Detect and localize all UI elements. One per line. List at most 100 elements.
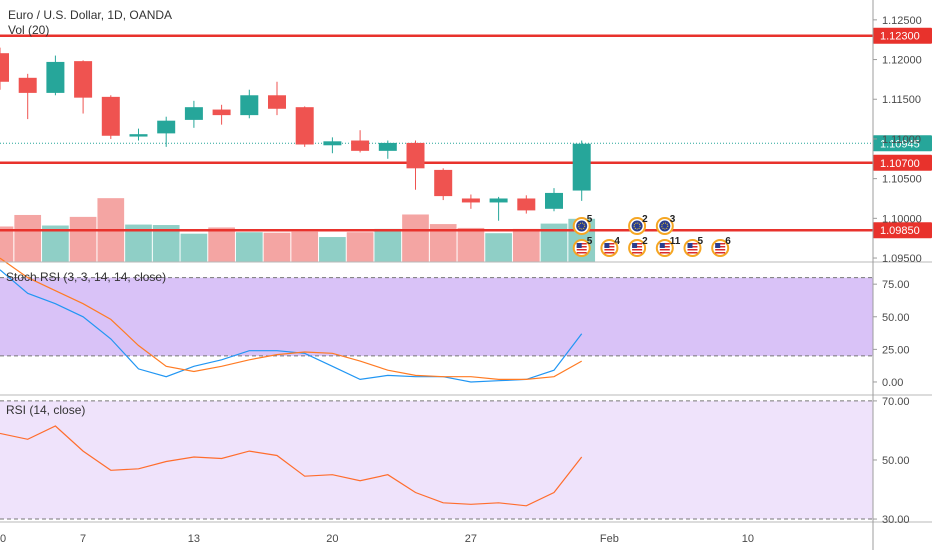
volume-bar — [485, 233, 512, 262]
time-tick-label: 7 — [80, 533, 86, 545]
event-marker[interactable]: 5 — [683, 236, 704, 257]
candle[interactable] — [74, 60, 93, 114]
candle-body[interactable] — [18, 77, 37, 93]
eu-flag-icon — [659, 220, 671, 232]
event-marker[interactable]: 2 — [628, 214, 648, 235]
us-flag-canton — [632, 243, 638, 248]
candle[interactable] — [461, 194, 480, 209]
candle-body[interactable] — [184, 107, 203, 120]
rsi-panel[interactable] — [0, 400, 873, 520]
candle[interactable] — [212, 104, 231, 125]
candle-body[interactable] — [46, 61, 65, 93]
eu-flag-stars — [661, 222, 669, 230]
candle-body[interactable] — [406, 142, 425, 169]
candle-body[interactable] — [378, 142, 397, 151]
symbol-title[interactable]: Euro / U.S. Dollar, 1D, OANDA — [8, 8, 172, 22]
candle[interactable] — [295, 106, 314, 147]
candle-body[interactable] — [434, 169, 453, 197]
candle[interactable] — [0, 47, 9, 90]
event-marker-count: 5 — [587, 236, 593, 247]
candle-body[interactable] — [240, 95, 259, 116]
us-flag-stripe — [659, 252, 670, 254]
price-tick-label: 1.11000 — [882, 134, 921, 146]
event-marker[interactable]: 3 — [655, 214, 676, 235]
candle[interactable] — [351, 130, 370, 153]
volume-bar — [457, 227, 485, 262]
candle[interactable] — [434, 168, 453, 201]
candlesticks[interactable] — [0, 47, 591, 221]
event-marker[interactable]: 5 — [572, 236, 593, 257]
oscillator-tick-label: 75.00 — [882, 279, 910, 291]
candle[interactable] — [489, 196, 508, 221]
event-marker[interactable]: 6 — [711, 236, 731, 257]
candle-body[interactable] — [295, 107, 314, 145]
candle-body[interactable] — [323, 141, 342, 146]
candle-body[interactable] — [545, 192, 563, 209]
candle-body[interactable] — [0, 53, 9, 82]
volume-legend[interactable]: Vol (20) — [8, 23, 49, 37]
candle-body[interactable] — [351, 140, 370, 151]
rsi-title[interactable]: RSI (14, close) — [6, 403, 85, 417]
candle[interactable] — [129, 128, 148, 141]
candle-body[interactable] — [517, 198, 536, 211]
event-marker[interactable]: 4 — [600, 236, 620, 257]
eu-flag-stars — [578, 222, 586, 230]
level-price-tag — [873, 27, 932, 44]
event-marker[interactable]: 5 — [572, 214, 593, 235]
candle[interactable] — [184, 100, 203, 128]
candle[interactable] — [406, 140, 425, 190]
volume-bar — [346, 232, 374, 262]
candle[interactable] — [157, 116, 176, 147]
us-flag-stripe — [632, 249, 643, 251]
candle[interactable] — [323, 137, 342, 154]
candle-body[interactable] — [129, 134, 148, 137]
oscillator-line[interactable] — [0, 425, 583, 507]
event-markers[interactable]: 5 2 3 5 4 2 11 5 6 — [572, 214, 732, 257]
candle[interactable] — [101, 95, 120, 139]
candle-body[interactable] — [74, 61, 93, 98]
candle-body[interactable] — [157, 120, 176, 134]
us-flag-canton — [659, 243, 665, 248]
us-flag-stripe — [576, 252, 587, 254]
us-flag-stripe — [687, 249, 698, 251]
level-price-label: 1.09850 — [880, 225, 920, 237]
event-marker-count: 5 — [698, 236, 704, 247]
candle[interactable] — [18, 73, 37, 120]
volume-bar — [0, 226, 14, 262]
oscillator-tick-label: 50.00 — [882, 312, 910, 324]
stoch-rsi-panel[interactable] — [0, 257, 873, 383]
candle[interactable] — [46, 55, 65, 96]
candle[interactable] — [378, 140, 397, 159]
horizontal-levels[interactable]: 1.12300 1.10700 1.09850 1.10945 — [0, 27, 932, 239]
price-tick-label: 1.11500 — [882, 94, 921, 106]
oscillator-band — [0, 277, 873, 356]
event-marker[interactable]: 2 — [628, 236, 648, 257]
candle-body[interactable] — [212, 109, 231, 116]
oscillator-line[interactable] — [0, 257, 582, 380]
stoch-rsi-title[interactable]: Stoch RSI (3, 3, 14, 14, close) — [6, 270, 166, 284]
price-tick-label: 1.10500 — [882, 174, 922, 186]
oscillator-line[interactable] — [0, 269, 583, 383]
candle[interactable] — [240, 89, 259, 119]
event-marker-count: 2 — [642, 214, 648, 225]
candle-body[interactable] — [572, 143, 591, 191]
eu-flag-icon — [631, 220, 643, 232]
eu-flag-icon — [576, 220, 588, 232]
time-tick-label: 10 — [742, 533, 754, 545]
candle-body[interactable] — [268, 95, 286, 109]
oscillator-tick-label: 30.00 — [882, 514, 910, 526]
candle-body[interactable] — [101, 96, 120, 136]
event-marker[interactable]: 11 — [655, 236, 681, 257]
candle[interactable] — [517, 195, 536, 214]
candle[interactable] — [545, 188, 563, 212]
oscillator-band — [0, 400, 873, 520]
candle[interactable] — [268, 81, 286, 116]
volume-bar — [180, 233, 208, 262]
candle-body[interactable] — [461, 198, 480, 203]
event-marker-count: 4 — [614, 236, 620, 247]
volume-bars — [0, 198, 596, 262]
candle-body[interactable] — [489, 198, 508, 203]
candle[interactable] — [572, 140, 591, 201]
